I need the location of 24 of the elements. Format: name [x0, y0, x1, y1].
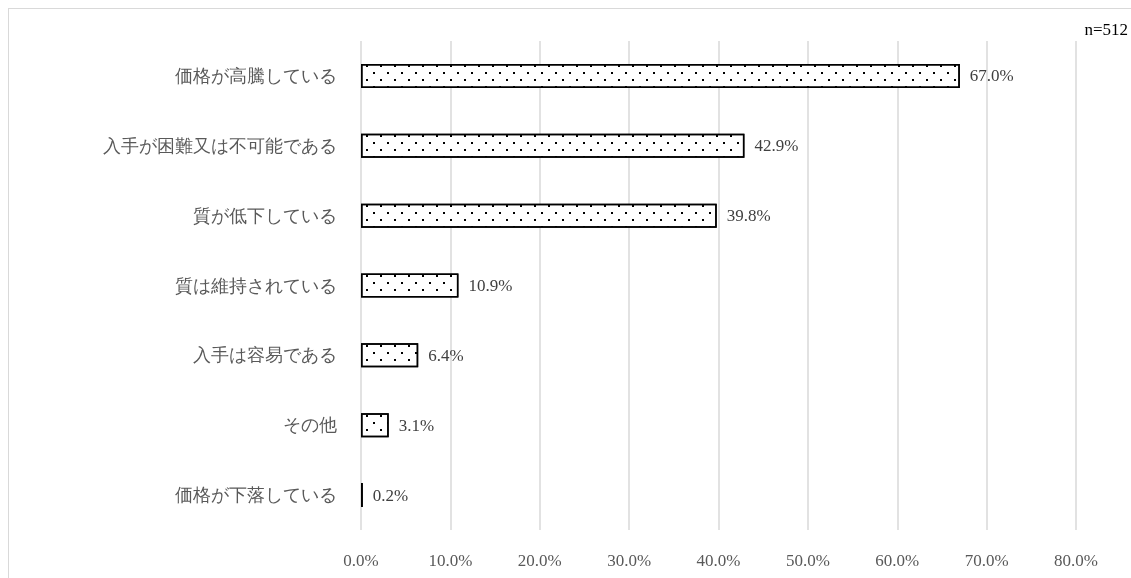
- x-tick-label: 70.0%: [964, 551, 1009, 570]
- y-tick-label: 価格が高騰している: [175, 65, 337, 86]
- y-tick-label: 入手は容易である: [193, 345, 337, 366]
- x-tick-label: 40.0%: [696, 551, 741, 570]
- x-tick-label: 10.0%: [428, 551, 473, 570]
- data-label: 42.9%: [754, 136, 799, 156]
- data-label: 10.9%: [468, 276, 513, 295]
- y-tick-label: 価格が下落している: [175, 485, 337, 506]
- data-label: 3.1%: [398, 415, 435, 435]
- data-label: 39.8%: [726, 206, 771, 226]
- x-tick-label: 0.0%: [343, 551, 379, 570]
- y-tick-label: 質が低下している: [193, 205, 337, 226]
- x-tick-label: 30.0%: [607, 551, 652, 570]
- x-tick-label: 50.0%: [785, 551, 830, 570]
- x-tick-label: 60.0%: [875, 551, 920, 570]
- x-tick-label: 20.0%: [517, 551, 562, 570]
- data-label: 0.2%: [372, 485, 409, 505]
- y-tick-label: 入手が困難又は不可能である: [103, 135, 337, 156]
- y-tick-label: その他: [283, 415, 337, 436]
- data-label: 6.4%: [428, 345, 464, 365]
- x-tick-label: 80.0%: [1054, 551, 1098, 570]
- text: n=512: [1084, 20, 1129, 39]
- y-tick-label: 質は維持されている: [175, 275, 337, 296]
- data-label: 67.0%: [969, 66, 1014, 86]
